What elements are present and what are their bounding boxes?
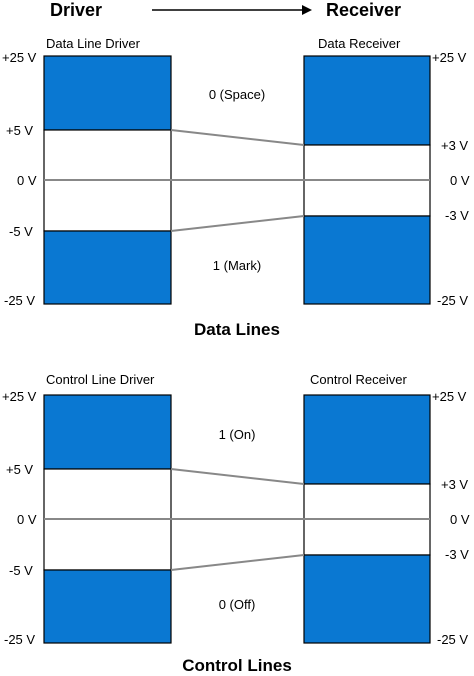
data-lower-threshold-line	[170, 215, 305, 232]
driver-header: Driver	[50, 0, 102, 20]
data-driver-v-zero: 0 V	[17, 173, 37, 188]
data-upper-state: 0 (Space)	[209, 87, 265, 102]
data-receiver-lower-band	[303, 215, 431, 305]
data-receiver-v-bottom: -25 V	[437, 293, 468, 308]
data-lower-state: 1 (Mark)	[213, 258, 261, 273]
control-lines-section: Control Line Driver Control Receiver +25…	[2, 372, 470, 675]
right-arrow-icon	[152, 5, 312, 15]
data-driver-lower-band	[43, 230, 172, 305]
control-lines-title: Control Lines	[182, 656, 292, 675]
control-upper-state: 1 (On)	[219, 427, 256, 442]
control-receiver-lower-band	[303, 554, 431, 644]
data-receiver-v-lower: -3 V	[445, 208, 469, 223]
control-driver-v-top: +25 V	[2, 389, 37, 404]
receiver-header: Receiver	[326, 0, 401, 20]
control-receiver-v-upper: +3 V	[441, 477, 468, 492]
control-driver-upper-band	[43, 394, 172, 470]
control-lower-state: 0 (Off)	[219, 597, 256, 612]
control-driver-title: Control Line Driver	[46, 372, 155, 387]
control-receiver-upper-band	[303, 394, 431, 485]
data-receiver-v-upper: +3 V	[441, 138, 468, 153]
control-driver-v-lower: -5 V	[9, 563, 33, 578]
data-receiver-upper-band	[303, 55, 431, 146]
data-receiver-title: Data Receiver	[318, 36, 401, 51]
control-receiver-v-zero: 0 V	[450, 512, 470, 527]
data-driver-v-bottom: -25 V	[4, 293, 35, 308]
control-driver-lower-band	[43, 569, 172, 644]
control-receiver-v-lower: -3 V	[445, 547, 469, 562]
control-driver-v-zero: 0 V	[17, 512, 37, 527]
control-receiver-v-bottom: -25 V	[437, 632, 468, 647]
control-driver-v-bottom: -25 V	[4, 632, 35, 647]
data-driver-title: Data Line Driver	[46, 36, 141, 51]
data-driver-v-top: +25 V	[2, 50, 37, 65]
data-lines-section: Data Line Driver Data Receiver +25 V +5 …	[2, 36, 470, 339]
data-driver-v-lower: -5 V	[9, 224, 33, 239]
control-receiver-title: Control Receiver	[310, 372, 407, 387]
data-receiver-v-top: +25 V	[432, 50, 467, 65]
control-driver-v-upper: +5 V	[6, 462, 33, 477]
data-driver-upper-band	[43, 55, 172, 131]
control-receiver-v-top: +25 V	[432, 389, 467, 404]
data-receiver-v-zero: 0 V	[450, 173, 470, 188]
control-lower-threshold-line	[170, 554, 305, 571]
data-driver-v-upper: +5 V	[6, 123, 33, 138]
data-upper-threshold-line	[170, 129, 305, 146]
header: Driver Receiver	[50, 0, 401, 20]
control-upper-threshold-line	[170, 468, 305, 485]
data-lines-title: Data Lines	[194, 320, 280, 339]
data-receiver-bar	[303, 55, 431, 305]
data-driver-bar	[43, 55, 172, 305]
